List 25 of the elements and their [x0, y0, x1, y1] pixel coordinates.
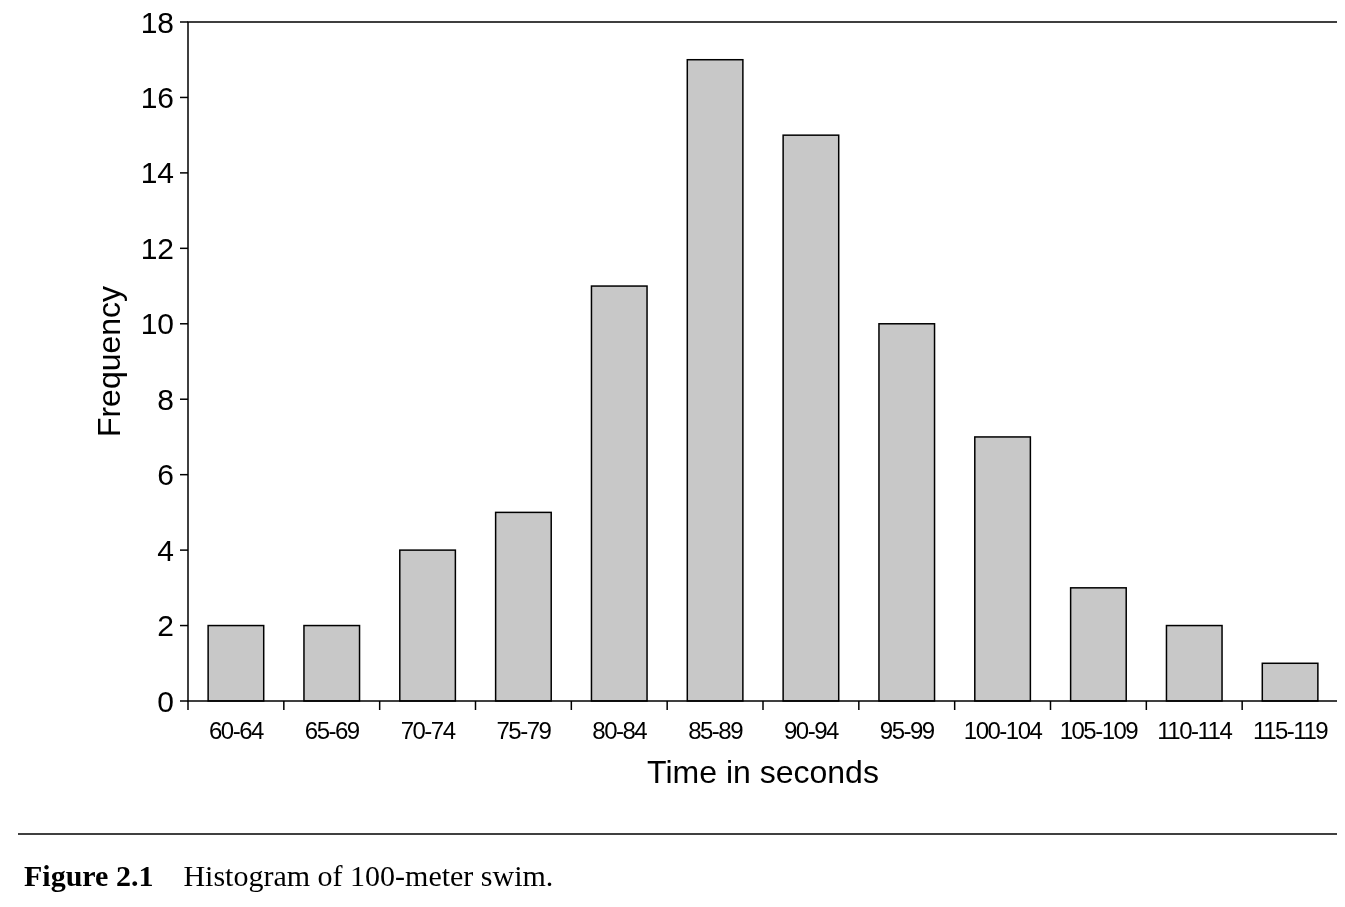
y-axis-title: Frequency — [91, 285, 127, 438]
y-tick-label: 18 — [140, 5, 174, 39]
x-axis-title: Time in seconds — [647, 754, 879, 790]
x-tick-label: 80-84 — [592, 717, 648, 744]
y-tick-label: 16 — [140, 80, 174, 114]
y-tick-label: 0 — [157, 684, 174, 718]
x-tick-label: 85-89 — [688, 717, 744, 744]
y-tick-label: 8 — [157, 382, 174, 416]
y-tick-label: 6 — [157, 458, 174, 492]
y-tick-label: 4 — [157, 533, 174, 567]
y-tick-label: 14 — [140, 156, 174, 190]
x-tick-label: 60-64 — [208, 717, 265, 744]
y-tick-label: 12 — [140, 231, 174, 265]
y-tick-label: 2 — [157, 609, 174, 643]
x-tick-label: 105-109 — [1059, 717, 1139, 744]
y-tick-label: 10 — [140, 307, 174, 341]
x-tick-label: 110-114 — [1157, 717, 1233, 744]
x-tick-label: 65-69 — [304, 717, 360, 744]
x-tick-label: 70-74 — [400, 717, 456, 744]
x-tick-label: 95-99 — [879, 717, 935, 744]
x-tick-label: 100-104 — [963, 717, 1043, 744]
x-tick-label: 90-94 — [783, 717, 840, 744]
x-tick-label: 115-119 — [1253, 717, 1329, 744]
x-tick-label: 75-79 — [496, 717, 552, 744]
caption: Figure 2.1 Histogram of 100-meter swim. — [24, 859, 554, 892]
